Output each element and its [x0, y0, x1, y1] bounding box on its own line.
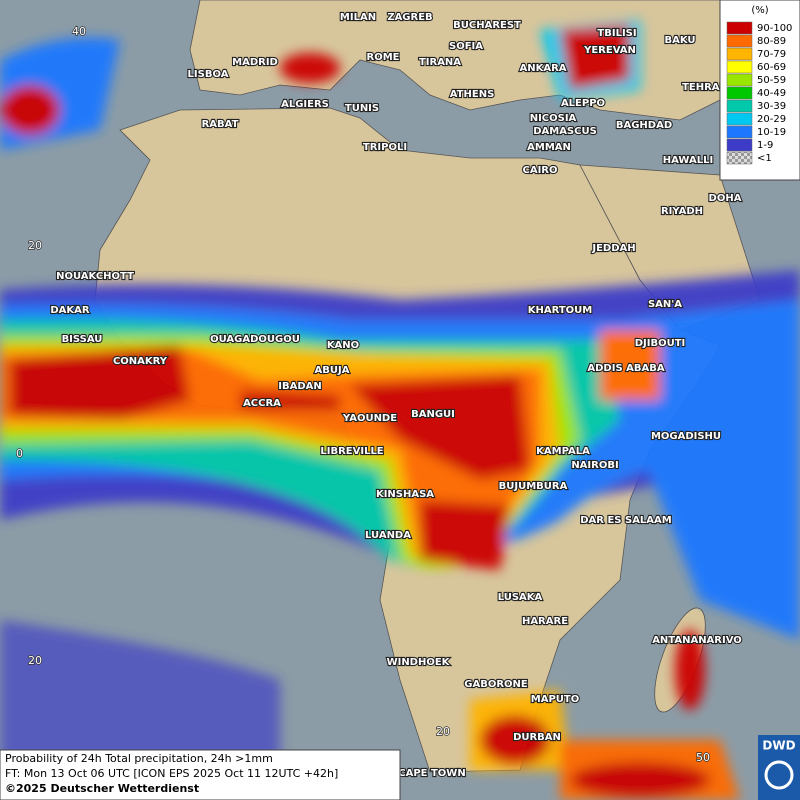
city-label: ACCRA — [243, 398, 281, 409]
city-label: ANKARA — [519, 63, 566, 74]
city-label: RIYADH — [661, 206, 703, 217]
city-label: CAIRO — [523, 165, 558, 176]
city-label: WINDHOEK — [387, 657, 451, 668]
city-label: TIRANA — [419, 57, 461, 68]
city-label: SOFIA — [449, 41, 483, 52]
city-label: BAGHDAD — [616, 120, 672, 131]
precipitation — [0, 20, 800, 800]
city-label: NICOSIA — [530, 113, 577, 124]
caption-line: FT: Mon 13 Oct 06 UTC [ICON EPS 2025 Oct… — [5, 767, 338, 780]
legend-swatch — [726, 21, 753, 35]
city-label: DAR ES SALAAM — [580, 515, 672, 526]
city-label: NOUAKCHOTT — [56, 271, 134, 282]
city-label: BISSAU — [62, 334, 103, 345]
legend-swatch — [726, 151, 753, 165]
city-label: JEDDAH — [591, 243, 635, 254]
logo: DWD — [762, 739, 795, 753]
caption-line: ©2025 Deutscher Wetterdienst — [5, 782, 199, 795]
legend-unit: (%) — [751, 5, 768, 16]
legend-label: <1 — [757, 153, 772, 164]
legend-swatch — [726, 99, 753, 113]
city-label: OUAGADOUGOU — [210, 334, 300, 345]
city-label: KINSHASA — [376, 489, 434, 500]
city-label: CAPE TOWN — [398, 768, 465, 779]
grid-label: 0 — [16, 447, 23, 460]
legend-label: 1-9 — [757, 140, 773, 151]
city-label: ATHENS — [450, 89, 495, 100]
grid-label: 20 — [436, 725, 450, 738]
legend-label: 30-39 — [757, 101, 786, 112]
caption-box — [0, 749, 401, 800]
city-label: AMMAN — [527, 142, 571, 153]
legend-swatch — [726, 60, 753, 74]
grid-label: 50 — [696, 751, 710, 764]
city-label: DJIBOUTI — [635, 338, 686, 349]
city-label: ROME — [367, 52, 400, 63]
legend-label: 20-29 — [757, 114, 786, 125]
city-label: RABAT — [202, 119, 239, 130]
logo-icon — [764, 760, 794, 790]
city-label: HARARE — [522, 616, 568, 627]
city-label: LISBOA — [188, 69, 229, 80]
city-label: YEREVAN — [583, 45, 636, 56]
grid-label: 40 — [72, 25, 86, 38]
legend-label: 90-100 — [757, 23, 792, 34]
legend-swatch — [726, 47, 753, 61]
city-label: GABORONE — [464, 679, 528, 690]
city-label: CONAKRY — [113, 356, 168, 367]
city-label: TRIPOLI — [363, 142, 407, 153]
city-label: DAMASCUS — [533, 126, 597, 137]
city-label: HAWALLI — [663, 155, 713, 166]
grid-label: 20 — [28, 239, 42, 252]
city-label: ADDIS ABABA — [587, 363, 664, 374]
city-label: LUSAKA — [498, 592, 543, 603]
city-label: MILAN — [340, 12, 376, 23]
city-label: KANO — [327, 340, 359, 351]
city-label: MOGADISHU — [651, 431, 721, 442]
city-label: ANTANANARIVO — [652, 635, 742, 646]
legend-swatch — [726, 34, 753, 48]
grid-label: 20 — [28, 654, 42, 667]
city-label: ZAGREB — [387, 12, 432, 23]
city-label: LUANDA — [365, 530, 411, 541]
legend-swatch — [726, 138, 753, 152]
legend-label: 40-49 — [757, 88, 786, 99]
city-label: IBADAN — [278, 381, 322, 392]
city-label: BUCHAREST — [453, 20, 521, 31]
legend-swatch — [726, 112, 753, 126]
city-label: SAN'A — [648, 299, 682, 310]
city-label: KAMPALA — [536, 446, 590, 457]
city-label: TUNIS — [345, 103, 379, 114]
city-label: ALGIERS — [281, 99, 329, 110]
city-label: MAPUTO — [531, 694, 579, 705]
legend-label: 10-19 — [757, 127, 786, 138]
legend-label: 60-69 — [757, 62, 786, 73]
city-label: NAIROBI — [571, 460, 618, 471]
city-label: DAKAR — [50, 305, 90, 316]
legend-label: 70-79 — [757, 49, 786, 60]
legend-label: 80-89 — [757, 36, 786, 47]
city-label: TEHRAN — [682, 82, 728, 93]
city-label: DURBAN — [513, 732, 561, 743]
legend-swatch — [726, 125, 753, 139]
city-label: BAKU — [664, 35, 695, 46]
city-label: DOHA — [709, 193, 742, 204]
caption-line: Probability of 24h Total precipitation, … — [5, 752, 273, 765]
city-label: ABUJA — [315, 365, 350, 376]
legend: (%) 90-100 80-89 70-79 60-69 50-59 40-49 30-39 2… — [719, 0, 800, 181]
legend-label: 50-59 — [757, 75, 786, 86]
city-label: BANGUI — [411, 409, 455, 420]
city-label: LIBREVILLE — [320, 446, 383, 457]
city-label: YAOUNDE — [342, 413, 397, 424]
city-label: ALEPPO — [561, 98, 605, 109]
city-label: TBILISI — [597, 28, 636, 39]
city-label: BUJUMBURA — [499, 481, 568, 492]
city-label: KHARTOUM — [528, 305, 593, 316]
legend-swatch — [726, 73, 753, 87]
city-label: MADRID — [232, 57, 278, 68]
legend-swatch — [726, 86, 753, 100]
